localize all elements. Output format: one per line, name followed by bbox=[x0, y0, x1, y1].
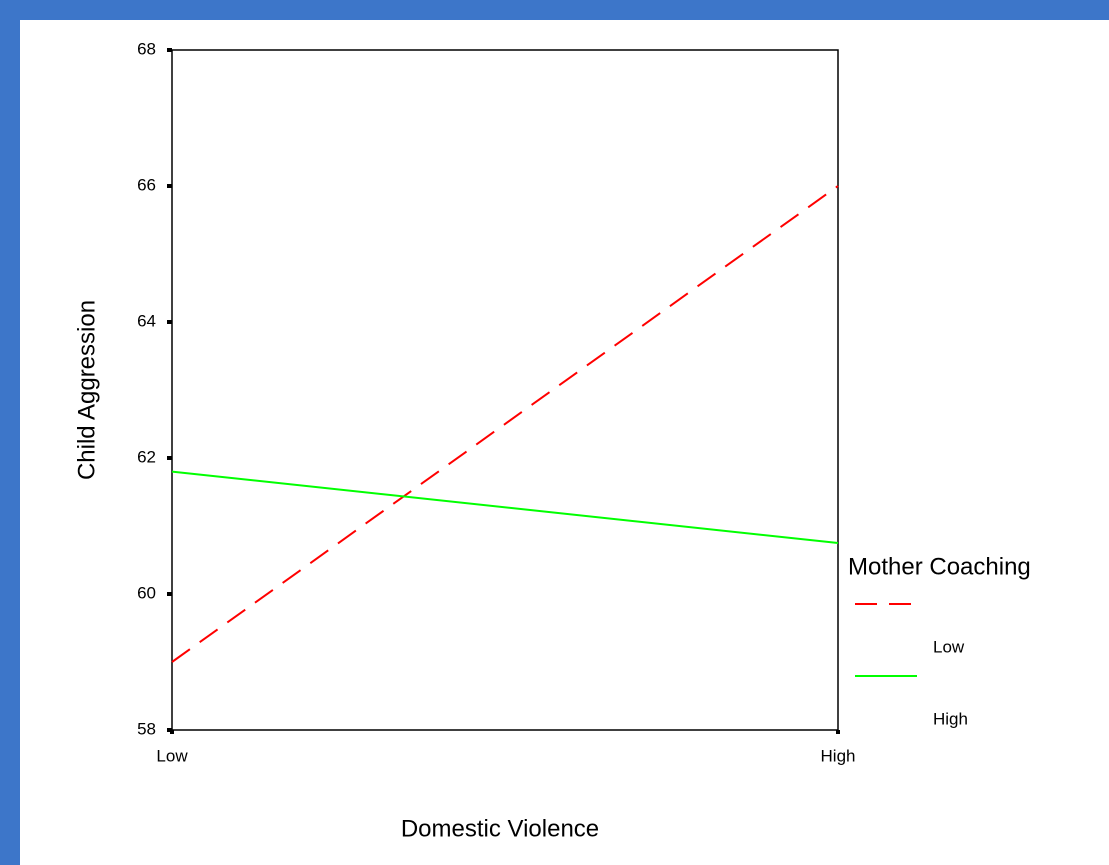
legend-label: High bbox=[933, 709, 968, 728]
series-line bbox=[171, 185, 839, 663]
x-tick-label: High bbox=[821, 746, 856, 765]
y-tick-label: 64 bbox=[137, 311, 156, 330]
series-line bbox=[171, 470, 839, 544]
y-axis-label: Child Aggression bbox=[73, 300, 100, 480]
chart: Domestic Violence Child Aggression Mothe… bbox=[20, 20, 1109, 865]
y-tick-label: 58 bbox=[137, 719, 156, 738]
y-tick-label: 60 bbox=[137, 583, 156, 602]
y-tick-label: 62 bbox=[137, 447, 156, 466]
x-tick-label: Low bbox=[156, 746, 188, 765]
legend-label: Low bbox=[933, 637, 965, 656]
x-axis-label: Domestic Violence bbox=[401, 815, 599, 842]
y-tick-label: 66 bbox=[137, 175, 156, 194]
y-tick-label: 68 bbox=[137, 39, 156, 58]
plot-frame bbox=[171, 49, 839, 731]
legend-title: Mother Coaching bbox=[848, 553, 1031, 580]
